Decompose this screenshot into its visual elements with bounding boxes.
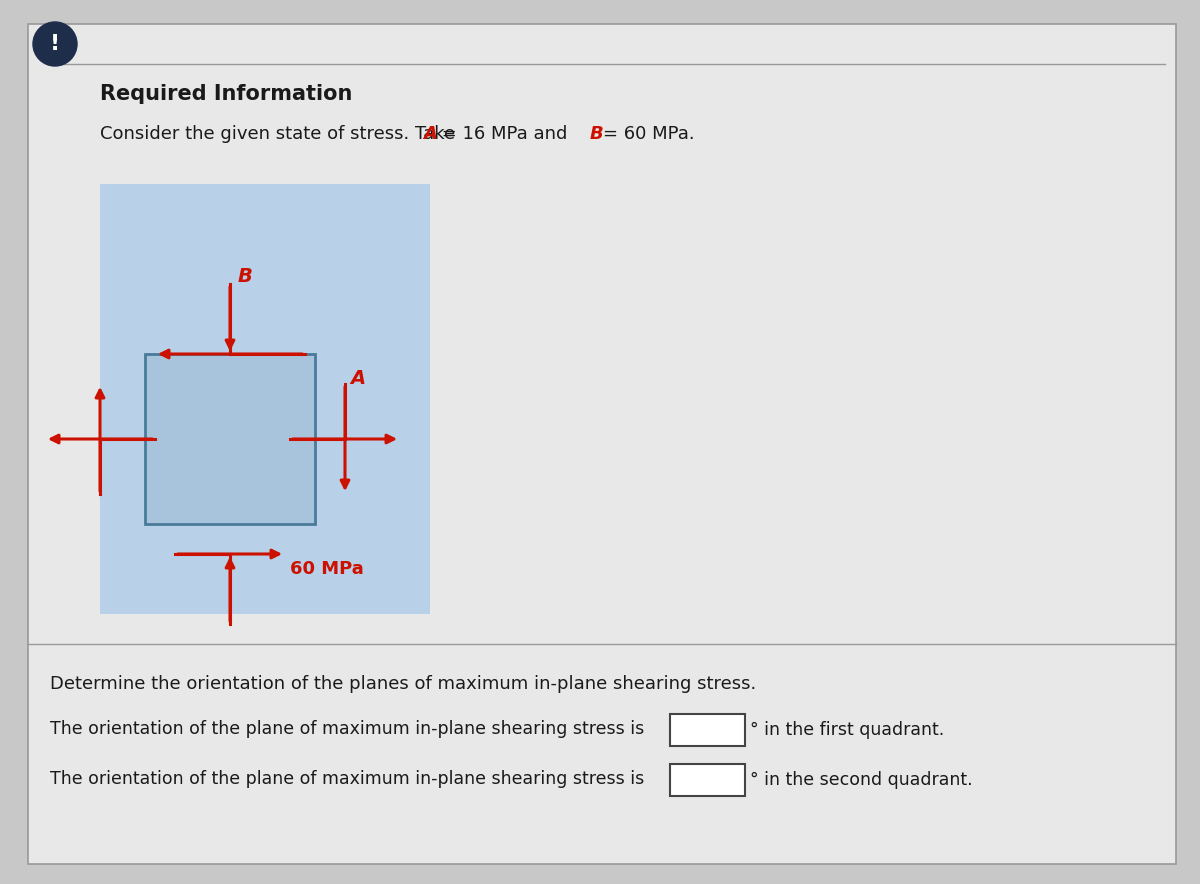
Text: ° in the second quadrant.: ° in the second quadrant. bbox=[750, 771, 973, 789]
Text: A: A bbox=[350, 370, 365, 388]
FancyBboxPatch shape bbox=[670, 714, 745, 746]
Circle shape bbox=[34, 22, 77, 66]
Text: The orientation of the plane of maximum in-plane shearing stress is: The orientation of the plane of maximum … bbox=[50, 720, 644, 738]
Text: Required Information: Required Information bbox=[100, 84, 353, 104]
Text: The orientation of the plane of maximum in-plane shearing stress is: The orientation of the plane of maximum … bbox=[50, 770, 644, 788]
Text: = 60 MPa.: = 60 MPa. bbox=[604, 125, 695, 143]
Text: = 16 MPa and: = 16 MPa and bbox=[436, 125, 574, 143]
FancyBboxPatch shape bbox=[145, 354, 314, 524]
Text: ° in the first quadrant.: ° in the first quadrant. bbox=[750, 721, 944, 739]
FancyBboxPatch shape bbox=[670, 764, 745, 796]
Text: Consider the given state of stress. Take: Consider the given state of stress. Take bbox=[100, 125, 461, 143]
Text: 60 MPa: 60 MPa bbox=[290, 560, 364, 578]
Text: A: A bbox=[424, 125, 437, 143]
Text: Determine the orientation of the planes of maximum in-plane shearing stress.: Determine the orientation of the planes … bbox=[50, 675, 756, 693]
FancyBboxPatch shape bbox=[100, 184, 430, 614]
Text: !: ! bbox=[50, 34, 60, 54]
FancyBboxPatch shape bbox=[28, 24, 1176, 864]
Text: B: B bbox=[590, 125, 604, 143]
Text: B: B bbox=[238, 266, 253, 286]
